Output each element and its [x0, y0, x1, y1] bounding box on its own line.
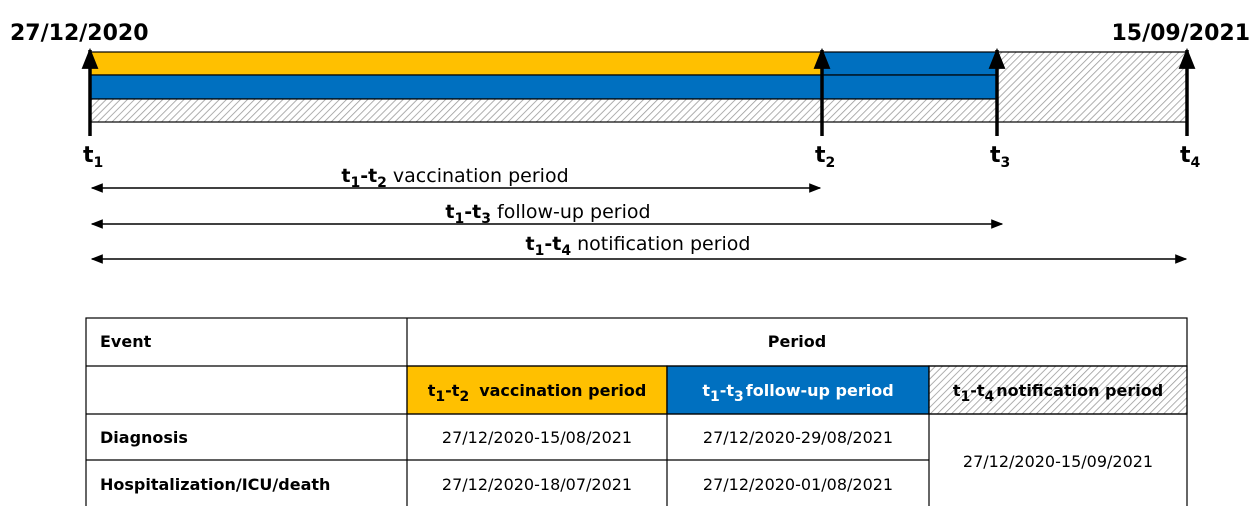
- event: Diagnosis: [100, 428, 188, 447]
- sep: -: [464, 201, 472, 223]
- period-text: vaccination period: [479, 381, 646, 400]
- sub: 4: [561, 243, 571, 259]
- sub: 3: [1001, 155, 1011, 171]
- sep: -: [360, 165, 368, 187]
- sep: -: [445, 381, 452, 400]
- end-date: 15/09/2021: [1111, 21, 1250, 46]
- period-text: vaccination period: [393, 165, 569, 187]
- t: t: [815, 143, 826, 168]
- t: t: [702, 381, 710, 400]
- event-header: Event: [100, 332, 152, 351]
- period-label: t1-t2 vaccination period: [428, 381, 647, 405]
- timeline-bars: [89, 51, 1188, 123]
- start-date: 27/12/2020: [10, 21, 149, 46]
- cell: 27/12/2020-18/07/2021: [442, 475, 632, 494]
- period-text: follow-up period: [497, 201, 651, 223]
- t: t: [83, 143, 94, 168]
- sub: 2: [826, 155, 836, 171]
- sub: 4: [1191, 155, 1201, 171]
- notification-header-cell: [928, 365, 1188, 415]
- tick-label: t3: [990, 143, 1010, 171]
- t: t: [726, 381, 734, 400]
- tick-label: t2: [815, 143, 835, 171]
- sub: 2: [377, 175, 387, 191]
- t: t: [452, 381, 460, 400]
- sub: 1: [535, 243, 545, 259]
- sub: 1: [960, 389, 970, 405]
- t: t: [526, 233, 535, 255]
- period-label: t1-t3 follow-up period: [445, 201, 650, 227]
- table-border: [85, 317, 1188, 506]
- notification-bar-end: [996, 51, 1188, 123]
- sub: 1: [710, 389, 720, 405]
- event: Hospitalization/ICU/death: [100, 475, 330, 494]
- t: t: [552, 233, 561, 255]
- t: t: [953, 381, 961, 400]
- t: t: [341, 165, 350, 187]
- follow-up-bar: [89, 74, 998, 100]
- cell: 27/12/2020-15/08/2021: [442, 428, 632, 447]
- sub: 4: [985, 389, 995, 405]
- sub: 1: [94, 155, 104, 171]
- sep: -: [970, 381, 977, 400]
- period-text: notification period: [996, 381, 1163, 400]
- cell: 27/12/2020-01/08/2021: [703, 475, 893, 494]
- period-arrows: [90, 183, 1188, 264]
- period-label: t1-t3 follow-up period: [702, 381, 893, 405]
- follow-up-bar-top: [821, 51, 998, 76]
- period-label: t1-t2 vaccination period: [341, 165, 568, 191]
- t: t: [977, 381, 985, 400]
- period-label: t1-t4 notification period: [526, 233, 751, 259]
- t: t: [1180, 143, 1191, 168]
- t: t: [445, 201, 454, 223]
- sub: 3: [734, 389, 744, 405]
- sep: -: [720, 381, 727, 400]
- notification-bar: [89, 98, 998, 123]
- sub: 1: [350, 175, 360, 191]
- period-header: Period: [768, 332, 826, 351]
- t: t: [368, 165, 377, 187]
- cell: 27/12/2020-29/08/2021: [703, 428, 893, 447]
- tick-label: t1: [83, 143, 103, 171]
- sep: -: [544, 233, 552, 255]
- vaccination-bar: [89, 51, 823, 76]
- follow-up-header-cell: [666, 365, 930, 415]
- t: t: [472, 201, 481, 223]
- period-label: t1-t4 notification period: [953, 381, 1163, 405]
- notification-cell: 27/12/2020-15/09/2021: [963, 452, 1153, 471]
- sub: 1: [435, 389, 445, 405]
- tick-arrows: [81, 47, 1196, 136]
- period-text: notification period: [577, 233, 750, 255]
- period-text: follow-up period: [746, 381, 894, 400]
- table-grid: [85, 317, 1188, 506]
- sub: 1: [455, 211, 465, 227]
- tick-label: t4: [1180, 143, 1201, 171]
- sub: 2: [459, 389, 469, 405]
- t: t: [428, 381, 436, 400]
- t: t: [990, 143, 1001, 168]
- sub: 3: [481, 211, 491, 227]
